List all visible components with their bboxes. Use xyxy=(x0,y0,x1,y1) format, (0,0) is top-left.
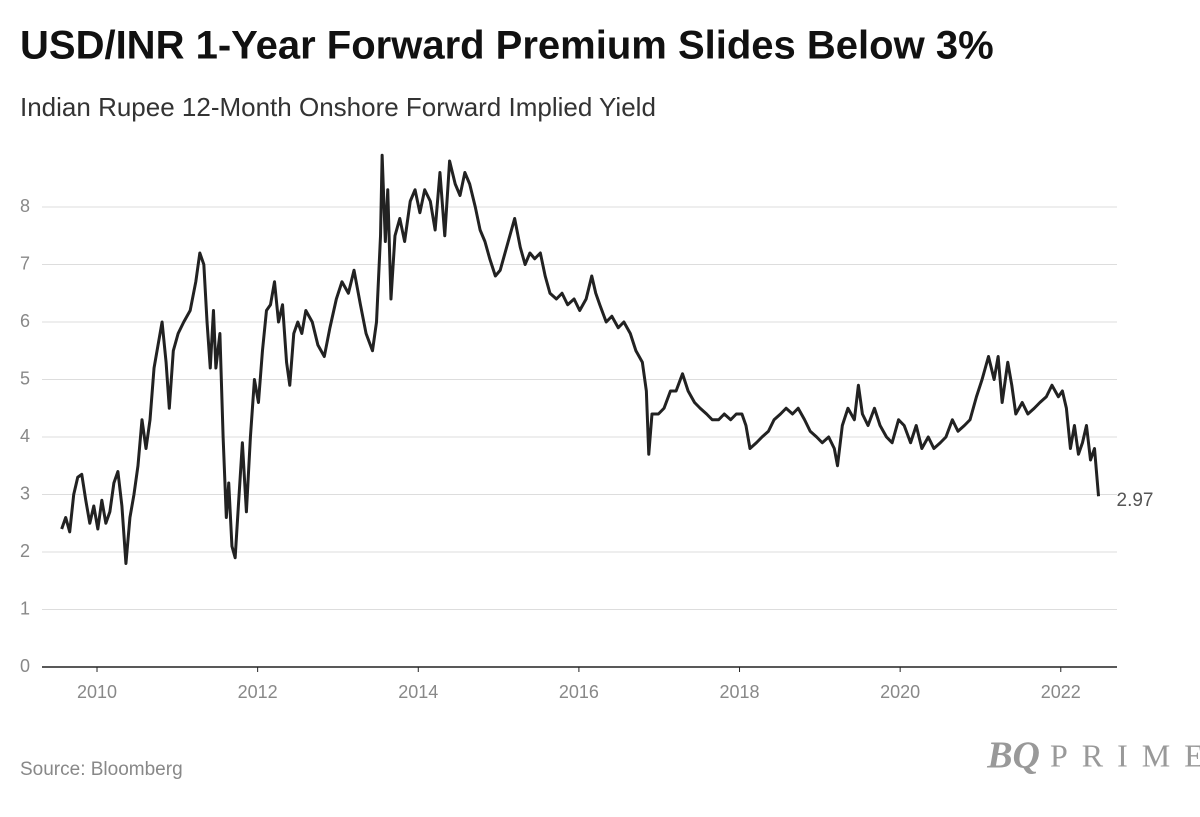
y-tick-label: 6 xyxy=(20,311,30,331)
chart-subtitle: Indian Rupee 12-Month Onshore Forward Im… xyxy=(20,92,656,122)
end-value-label: 2.97 xyxy=(1117,490,1154,511)
y-tick-label: 3 xyxy=(20,483,30,503)
x-tick-label: 2020 xyxy=(880,682,920,702)
x-tick-label: 2018 xyxy=(720,682,760,702)
x-tick-label: 2022 xyxy=(1041,682,1081,702)
brand-name: PRIME xyxy=(1050,737,1200,773)
y-tick-label: 1 xyxy=(20,598,30,618)
y-tick-label: 4 xyxy=(20,426,30,446)
y-tick-label: 5 xyxy=(20,368,30,388)
x-tick-label: 2012 xyxy=(238,682,278,702)
y-tick-label: 2 xyxy=(20,541,30,561)
y-tick-label: 0 xyxy=(20,656,30,676)
chart-title: USD/INR 1-Year Forward Premium Slides Be… xyxy=(20,24,994,68)
y-tick-label: 7 xyxy=(20,253,30,273)
source: Source: Bloomberg xyxy=(20,759,183,780)
brand-mark: BQ xyxy=(986,735,1040,777)
y-tick-label: 8 xyxy=(20,196,30,216)
x-tick-label: 2010 xyxy=(77,682,117,702)
x-tick-label: 2016 xyxy=(559,682,599,702)
series-line xyxy=(60,153,1101,565)
x-tick-label: 2014 xyxy=(398,682,438,702)
